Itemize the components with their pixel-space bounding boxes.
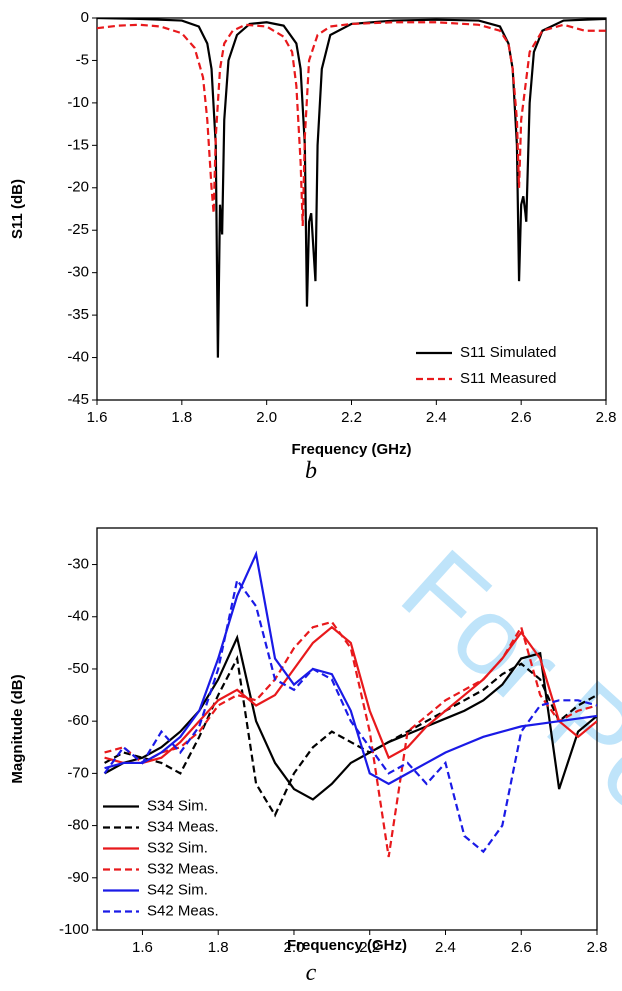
- y-tick-label: -30: [67, 264, 89, 281]
- legend-label: S42 Sim.: [147, 881, 208, 898]
- y-tick-label: 0: [81, 9, 89, 26]
- x-tick-label: 1.8: [208, 939, 229, 956]
- x-tick-label: 2.0: [284, 939, 305, 956]
- x-tick-label: 2.8: [587, 939, 608, 956]
- x-tick-label: 1.8: [171, 409, 192, 426]
- y-tick-label: -60: [67, 712, 89, 729]
- x-tick-label: 2.4: [435, 939, 456, 956]
- y-tick-label: -35: [67, 306, 89, 323]
- series-line: [97, 18, 606, 358]
- y-tick-label: -20: [67, 179, 89, 196]
- y-axis-title: Magnitude (dB): [9, 674, 26, 783]
- series-line: [104, 550, 597, 786]
- x-axis-title: Frequency (GHz): [291, 441, 411, 458]
- y-tick-label: -100: [59, 921, 89, 938]
- legend-label: S32 Sim.: [147, 839, 208, 856]
- plot-frame: [96, 17, 607, 401]
- plot-lines: [97, 18, 606, 358]
- x-tick-label: 2.8: [596, 409, 617, 426]
- x-tick-label: 2.6: [511, 939, 532, 956]
- watermark: For Pe: [379, 526, 622, 838]
- y-tick-label: -15: [67, 136, 89, 153]
- series-line: [104, 625, 597, 765]
- legend-label: S32 Meas.: [147, 860, 219, 877]
- legend-label: S34 Sim.: [147, 797, 208, 814]
- x-tick-label: 2.6: [511, 409, 532, 426]
- y-tick-label: -50: [67, 660, 89, 677]
- series-line: [97, 21, 606, 227]
- caption: b: [305, 458, 317, 484]
- x-tick-label: 1.6: [132, 939, 153, 956]
- legend-label: S11 Simulated: [460, 344, 556, 361]
- y-tick-label: -5: [76, 51, 89, 68]
- x-tick-label: 2.2: [341, 409, 362, 426]
- x-tick-label: 2.2: [359, 939, 380, 956]
- legend-label: S11 Measured: [460, 370, 556, 387]
- x-axis-title: Frequency (GHz): [287, 937, 407, 954]
- y-tick-label: -40: [67, 608, 89, 625]
- x-tick-label: 1.6: [87, 409, 108, 426]
- plot-lines: [103, 550, 597, 858]
- x-tick-label: 2.0: [256, 409, 277, 426]
- x-tick-label: 2.4: [426, 409, 447, 426]
- y-tick-label: -80: [67, 817, 89, 834]
- plot-frame: [96, 527, 598, 931]
- y-tick-label: -25: [67, 221, 89, 238]
- legend-label: S34 Meas.: [147, 818, 219, 835]
- y-tick-label: -40: [67, 349, 89, 366]
- series-line: [103, 577, 597, 854]
- y-tick-label: -45: [67, 391, 89, 408]
- series-line: [104, 655, 597, 818]
- caption: c: [306, 960, 317, 986]
- y-tick-label: -90: [67, 869, 89, 886]
- legend-label: S42 Meas.: [147, 902, 219, 919]
- y-axis-title: S11 (dB): [9, 179, 26, 239]
- y-tick-label: -30: [67, 556, 89, 573]
- y-tick-label: -10: [67, 94, 89, 111]
- y-tick-label: -70: [67, 764, 89, 781]
